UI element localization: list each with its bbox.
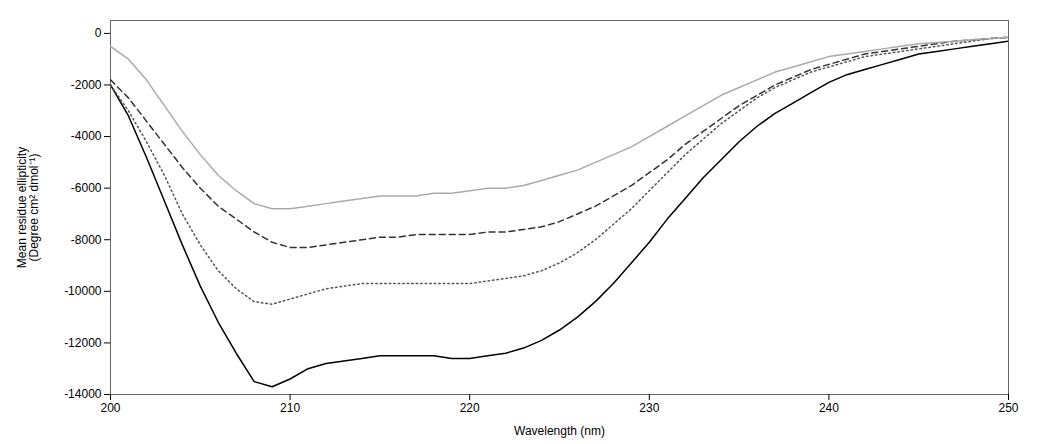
svg-text:Wavelength (nm): Wavelength (nm) (514, 424, 605, 438)
svg-text:-8000: -8000 (71, 233, 102, 247)
svg-text:210: 210 (280, 401, 300, 415)
svg-text:250: 250 (998, 401, 1018, 415)
svg-text:0: 0 (95, 26, 102, 40)
svg-text:240: 240 (819, 401, 839, 415)
svg-text:200: 200 (100, 401, 120, 415)
svg-text:-4000: -4000 (71, 129, 102, 143)
svg-text:Mean residue ellipticity(Degre: Mean residue ellipticity(Degree cm² dmol… (15, 147, 41, 268)
svg-text:-2000: -2000 (71, 78, 102, 92)
svg-text:-10000: -10000 (64, 284, 102, 298)
svg-text:-14000: -14000 (64, 387, 102, 401)
svg-text:-6000: -6000 (71, 181, 102, 195)
svg-text:230: 230 (639, 401, 659, 415)
svg-text:-12000: -12000 (64, 336, 102, 350)
svg-text:220: 220 (460, 401, 480, 415)
